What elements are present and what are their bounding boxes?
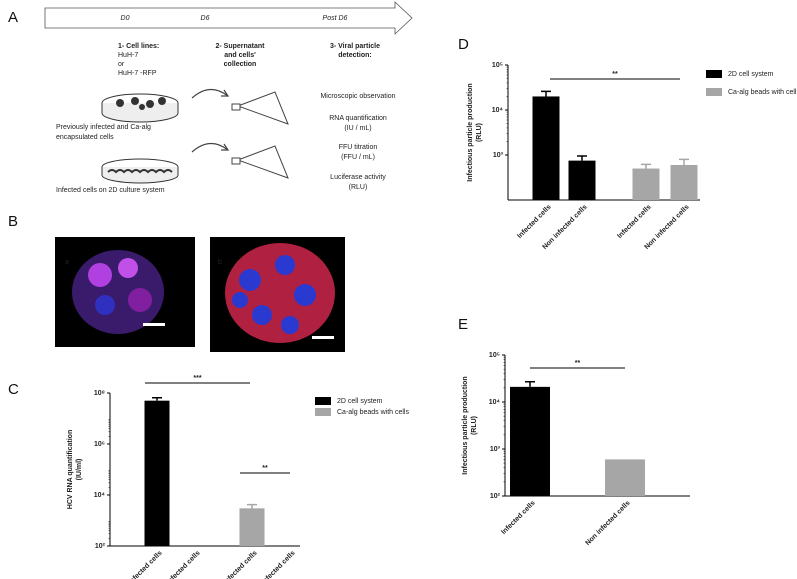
error-bar <box>525 380 535 387</box>
panel-label: A <box>8 9 18 26</box>
image-label: a <box>65 259 69 266</box>
legend-label: Ca-alg beads with cells <box>728 89 797 96</box>
bar <box>605 459 645 496</box>
bar <box>532 96 560 200</box>
step-text: HuH-7 <box>118 52 138 59</box>
detection-method: (RLU) <box>349 184 368 191</box>
step-text: and cells' <box>224 52 256 59</box>
error-bar <box>577 155 587 161</box>
panel-label: E <box>458 316 468 333</box>
y-axis-label: (RLU) <box>471 416 478 435</box>
y-tick-label: 10³ <box>490 446 501 453</box>
x-tick-label: Infected cells <box>127 550 163 579</box>
image-label: b <box>218 259 222 266</box>
detection-method: RNA quantification <box>329 115 387 122</box>
x-tick-label: Infected cells <box>516 204 552 240</box>
panel-label: B <box>8 213 18 230</box>
detection-method: FFU titration <box>339 144 378 151</box>
detection-method: (FFU / mL) <box>341 154 375 161</box>
significance-label: ** <box>612 71 618 78</box>
y-axis-label: HCV RNA quantification <box>67 430 74 509</box>
bar <box>510 386 550 496</box>
y-tick-label: 10⁶ <box>94 441 105 448</box>
y-tick-label: 10⁴ <box>94 492 106 499</box>
legend-swatch <box>315 408 331 416</box>
error-bar <box>679 158 689 165</box>
y-axis-label: Infectious particle production <box>467 83 474 181</box>
error-bar <box>152 397 162 401</box>
dish-encapsulated <box>101 93 179 123</box>
dish-2d <box>101 158 179 184</box>
legend-swatch <box>315 397 331 405</box>
y-tick-label: 10² <box>490 493 501 500</box>
step-text: collection <box>224 61 257 68</box>
error-bar <box>247 503 257 509</box>
bar <box>144 400 170 546</box>
cell-condition: encapsulated cells <box>56 134 114 141</box>
micrograph-b <box>210 237 345 352</box>
legend-label: 2D cell system <box>728 71 774 78</box>
tubes <box>231 91 289 179</box>
step-text: 2- Supernatant <box>215 43 265 50</box>
error-bar <box>541 90 551 97</box>
y-tick-label: 10² <box>95 543 106 550</box>
y-tick-label: 10⁵ <box>492 62 503 69</box>
x-tick-label: Infected cells <box>222 550 258 579</box>
bar <box>670 164 698 200</box>
bar <box>632 168 660 200</box>
step-text: detection: <box>338 52 371 59</box>
step-text: or <box>118 61 125 68</box>
detection-method: Microscopic observation <box>320 93 395 100</box>
timeline-label: D0 <box>121 15 130 22</box>
timeline-label: D6 <box>201 15 210 22</box>
significance-label: *** <box>193 375 201 382</box>
micrograph-a <box>55 237 195 347</box>
legend-swatch <box>706 88 722 96</box>
x-tick-label: Non infected cells <box>584 500 631 547</box>
significance-label: ** <box>262 465 268 472</box>
y-axis-label: Infectious particle production <box>462 376 469 474</box>
y-tick-label: 10⁴ <box>492 107 504 114</box>
detection-method: (IU / mL) <box>344 125 371 132</box>
cell-condition: Infected cells on 2D culture system <box>56 187 165 194</box>
timeline-label: Post D6 <box>323 15 348 22</box>
error-bar <box>641 163 651 169</box>
detection-method: Luciferase activity <box>330 174 386 181</box>
bar <box>239 508 265 546</box>
panel-label: C <box>8 381 19 398</box>
y-axis-label: (IU/ml) <box>76 459 83 481</box>
x-tick-label: Infected cells <box>616 204 652 240</box>
bar <box>568 160 596 200</box>
step-text: 1- Cell lines: <box>118 43 159 50</box>
curved-arrows <box>191 88 230 153</box>
y-tick-label: 10⁸ <box>94 390 105 397</box>
y-tick-label: 10⁵ <box>489 352 500 359</box>
step-text: HuH-7 -RFP <box>118 70 157 77</box>
significance-label: ** <box>575 360 581 367</box>
cell-condition: Previously infected and Ca-alg <box>56 124 151 131</box>
legend-label: Ca-alg beads with cells <box>337 409 409 416</box>
y-tick-label: 10⁴ <box>489 399 501 406</box>
y-tick-label: 10³ <box>493 152 504 159</box>
panel-label: D <box>458 36 469 53</box>
x-tick-label: Infected cells <box>500 500 536 536</box>
legend-swatch <box>706 70 722 78</box>
y-axis-label: (RLU) <box>476 123 483 142</box>
legend-label: 2D cell system <box>337 398 383 405</box>
step-text: 3- Viral particle <box>330 43 380 50</box>
timeline-arrow <box>44 1 413 35</box>
